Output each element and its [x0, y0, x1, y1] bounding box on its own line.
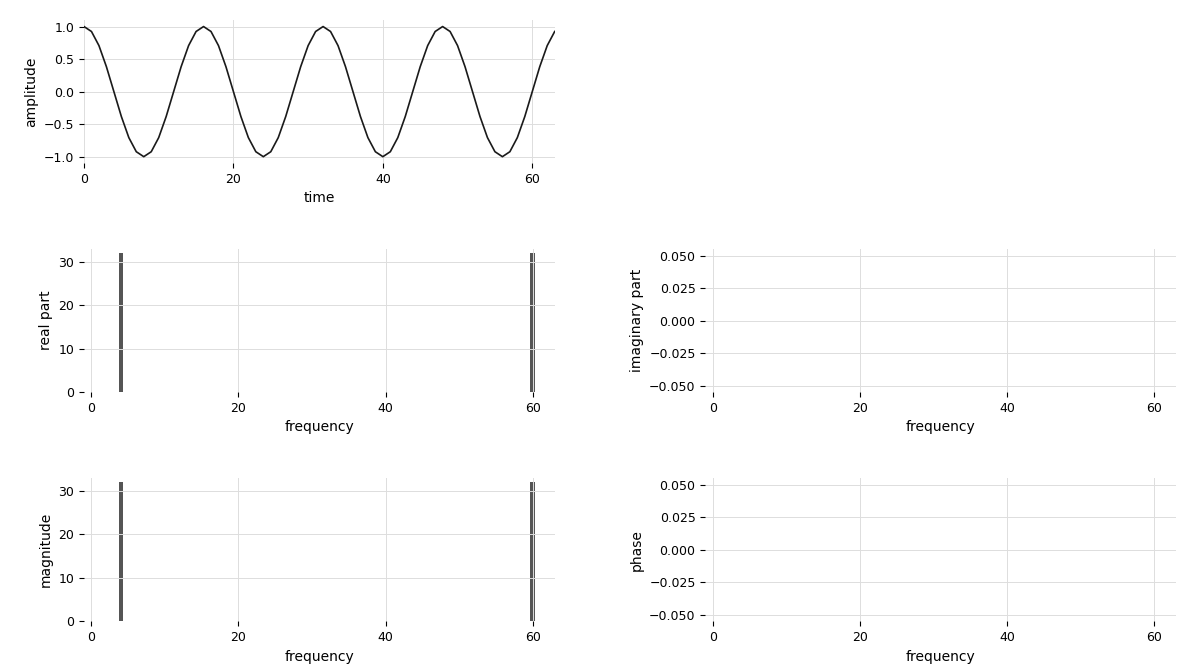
Y-axis label: amplitude: amplitude [24, 56, 38, 127]
X-axis label: frequency: frequency [284, 420, 354, 434]
X-axis label: time: time [304, 192, 335, 206]
Bar [119, 253, 122, 392]
Y-axis label: real part: real part [38, 291, 53, 351]
Y-axis label: phase: phase [630, 529, 643, 570]
X-axis label: frequency: frequency [906, 649, 976, 663]
X-axis label: frequency: frequency [284, 649, 354, 663]
Y-axis label: magnitude: magnitude [38, 512, 53, 587]
Bar [530, 253, 535, 392]
Bar [530, 482, 535, 621]
X-axis label: frequency: frequency [906, 420, 976, 434]
Y-axis label: imaginary part: imaginary part [630, 269, 643, 372]
Bar [119, 482, 122, 621]
